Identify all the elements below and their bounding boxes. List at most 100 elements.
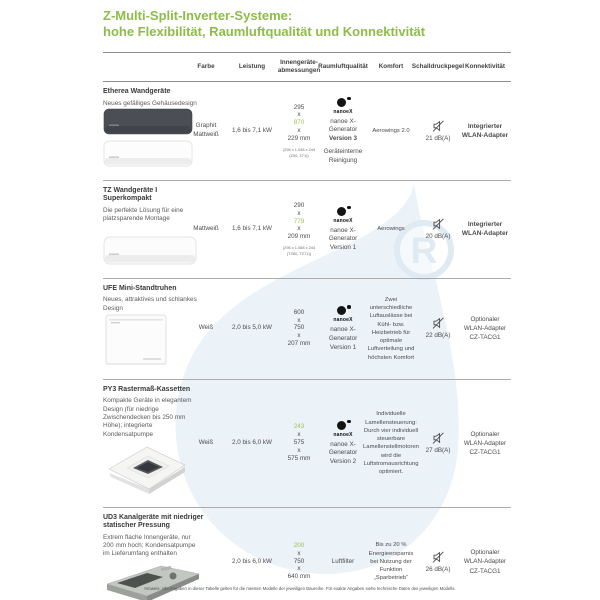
nanoe-generator-label: nanoe X-Generator xyxy=(328,326,358,342)
komfort-value: Aerowings xyxy=(377,226,405,233)
nanoe-x-logo-icon xyxy=(335,96,351,108)
nanoe-x-logo-icon xyxy=(335,419,351,431)
schall-value: 27 dB(A) xyxy=(425,446,451,454)
page-title: Z-Multi-Split-Inverter-Systeme: hohe Fle… xyxy=(103,8,511,40)
schall-cell: 22 dB(A) xyxy=(417,279,459,379)
nanoe-generator-label: nanoe X-Generator xyxy=(328,226,358,243)
table-header-row: Farbe Leistung Innengeräte-abmessungen R… xyxy=(103,52,511,83)
page-title-line1: Z-Multi-Split-Inverter-Systeme: xyxy=(103,8,293,23)
nanoe-version-label: Version 2 xyxy=(329,458,357,466)
dim-depth: 229 mm xyxy=(287,135,311,143)
farbe-value: Weiß xyxy=(198,438,214,446)
farbe-value: Mattweiß xyxy=(193,224,219,232)
product-name: Etherea Wandgeräte xyxy=(103,88,171,96)
page-title-line2: hohe Flexibilität, Raumluftqualität und … xyxy=(103,24,426,39)
product-cell: PY3 Rastermaß-Kassetten Kompakte Geräte … xyxy=(103,380,191,507)
table-row-ufe: UFE Mini-Standtruhen Neues, attraktives … xyxy=(103,279,511,380)
nanoe-x-logo-icon xyxy=(335,305,351,316)
leistung-value: 1,6 bis 7,1 kW xyxy=(232,224,272,232)
nanoe-wordmark: nanoeX xyxy=(333,317,353,324)
header-farbe: Farbe xyxy=(197,63,215,71)
nanoe-x-logo-icon xyxy=(335,205,351,217)
wall-unit-images xyxy=(103,108,195,172)
dim-depth: 575 mm xyxy=(287,454,311,462)
farbe-value: Graphit Mattweiß xyxy=(193,122,219,139)
dim-separator: x xyxy=(297,332,301,340)
raumluft-cell: nanoeX nanoe X-Generator Version 1 xyxy=(321,279,365,379)
product-name: UFE Mini-Standtruhen xyxy=(103,284,177,292)
raumluft-cell: nanoeX nanoe X-Generator Version 1 xyxy=(321,181,365,278)
header-empty xyxy=(103,53,185,81)
raumluft-cell: nanoeX nanoe X-Generator Version 3 Gerät… xyxy=(321,82,365,180)
nanoe-wordmark: nanoeX xyxy=(333,431,353,438)
dim-note: (295 x 1.048 x 244 (Z50, Z71)) xyxy=(282,146,316,158)
muted-speaker-icon xyxy=(432,551,444,563)
dim-separator: x xyxy=(297,446,301,454)
dim-separator: x xyxy=(297,209,301,217)
dim-separator: x xyxy=(297,127,301,135)
abmessungen-value: 243 x 575 x 575 mm xyxy=(277,380,321,507)
table-row-etherea: Etherea Wandgeräte Neues gefälliges Gehä… xyxy=(103,82,511,181)
konnektivitaet-value: Optionaler WLAN-Adapter CZ-TACG1 xyxy=(463,316,507,342)
header-konnektivitaet: Konnektivität xyxy=(465,63,505,71)
muted-speaker-icon xyxy=(432,432,444,444)
product-description: Neues, attraktives und schlankes Design xyxy=(103,296,197,312)
content-area: Z-Multi-Split-Inverter-Systeme: hohe Fle… xyxy=(103,8,511,600)
muted-speaker-icon xyxy=(432,317,444,330)
schall-cell: 21 dB(A) xyxy=(417,82,459,180)
product-cell: UFE Mini-Standtruhen Neues, attraktives … xyxy=(103,279,197,379)
dim-depth: 209 mm xyxy=(287,233,311,241)
dim-separator: x xyxy=(297,565,301,573)
product-description: Kompakte Geräte in elegantem Design (für… xyxy=(103,397,192,438)
dim-separator: x xyxy=(297,430,301,438)
table-row-tz: TZ Wandgeräte I Superkompakt Die perfekt… xyxy=(103,181,511,279)
abmessungen-value: 295 x 870 x 229 mm (295 x 1.048 x 244 (Z… xyxy=(277,82,321,180)
abmessungen-value: 290 x 779 x 209 mm (295 x 1.068 x 244 (T… xyxy=(277,181,321,278)
footnote: Hinweis: Alle Angaben in dieser Tabelle … xyxy=(144,586,456,591)
schall-value: 20 dB(A) xyxy=(425,232,451,240)
product-name: PY3 Rastermaß-Kassetten xyxy=(103,385,191,393)
nanoe-wordmark: nanoeX xyxy=(333,108,353,115)
product-description: Neues gefälliges Gehäusedesign xyxy=(103,99,197,107)
table-row-py3: PY3 Rastermaß-Kassetten Kompakte Geräte … xyxy=(103,380,511,508)
cassette-unit-image xyxy=(103,439,189,499)
header-leistung: Leistung xyxy=(238,63,266,71)
duct-unit-image xyxy=(103,558,203,600)
konnektivitaet-value: Integrierter WLAN-Adapter xyxy=(461,122,509,140)
schall-cell: 20 dB(A) xyxy=(417,181,459,278)
abmessungen-value: 600 x 750 x 207 mm xyxy=(277,279,321,379)
dim-note: (295 x 1.068 x 244 (TZ60, TZ71)) xyxy=(282,245,316,257)
konnektivitaet-value: Optionaler WLAN-Adapter CZ-TACG1 xyxy=(463,430,507,456)
product-cell: Etherea Wandgeräte Neues gefälliges Gehä… xyxy=(103,82,197,180)
komfort-value: Aerowings 2.0 xyxy=(372,127,410,134)
muted-speaker-icon xyxy=(432,218,444,230)
dim-depth: 640 mm xyxy=(287,573,311,581)
dim-separator: x xyxy=(297,111,301,119)
product-cell: UD3 Kanalgeräte mit niedriger statischer… xyxy=(103,508,203,600)
komfort-value: Zwei unterschiedliche Luftauslässe bei K… xyxy=(367,296,415,361)
header-komfort: Komfort xyxy=(378,63,404,71)
schall-value: 22 dB(A) xyxy=(425,332,451,340)
cleaning-label: Geräteinterne Reinigung xyxy=(323,148,363,164)
schall-value: 21 dB(A) xyxy=(425,134,451,142)
schall-cell: 27 dB(A) xyxy=(417,380,459,507)
nanoe-generator-label: nanoe X-Generator xyxy=(328,440,358,457)
product-description: Die perfekte Lösung für eine platzsparen… xyxy=(103,206,184,222)
nanoe-version-label: Version 1 xyxy=(329,244,357,252)
farbe-value: Weiß xyxy=(198,324,214,332)
product-name: TZ Wandgeräte I Superkompakt xyxy=(103,186,158,203)
dim-separator: x xyxy=(297,225,301,233)
dim-separator: x xyxy=(297,549,301,557)
header-raumluftqualitaet: Raumluftqualität xyxy=(318,63,368,71)
dim-width-highlight: 870 xyxy=(293,119,305,127)
product-description: Extrem flache Innengeräte, nur 200 mm ho… xyxy=(103,533,196,558)
nanoe-version-label: Version 1 xyxy=(329,343,357,351)
dim-height: 295 xyxy=(293,103,305,111)
konnektivitaet-value: Optionaler WLAN-Adapter CZ-TACG1 xyxy=(463,549,507,575)
header-abmessungen: Innengeräte-abmessungen xyxy=(277,59,321,75)
leistung-value: 2,0 bis 6,0 kW xyxy=(232,438,272,446)
dim-separator: x xyxy=(297,316,301,324)
raumluft-cell: nanoeX nanoe X-Generator Version 2 xyxy=(321,380,365,507)
konnektivitaet-value: Integrierter WLAN-Adapter xyxy=(461,220,509,238)
